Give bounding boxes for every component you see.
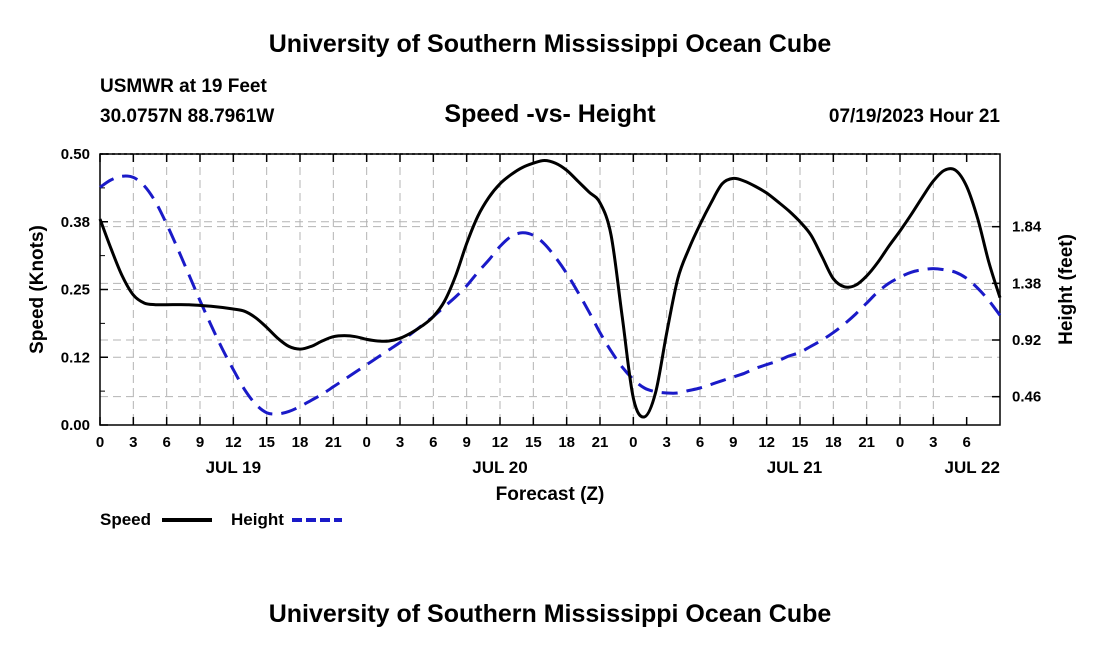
x-tick-label: 6: [962, 434, 970, 451]
right-y-axis-label: Height (feet): [1056, 234, 1077, 345]
chart-subtitle: Speed -vs- Height: [444, 100, 656, 128]
x-tick-label: 18: [558, 434, 575, 451]
day-label: JUL 19: [206, 458, 261, 477]
x-tick-label: 21: [858, 434, 875, 451]
legend: Speed Height: [100, 510, 342, 529]
x-tick-label: 0: [96, 434, 104, 451]
x-tick-labels: 0 3 6 9 12 15 18 21 0 3 6 9 12 15 18 21 0 3 6 9 12 15 18 21 0 3 6: [96, 434, 971, 451]
x-tick-label: 9: [729, 434, 737, 451]
x-tick-label: 0: [629, 434, 637, 451]
x-tick-label: 0: [362, 434, 370, 451]
x-tick-label: 6: [162, 434, 170, 451]
x-tick-label: 21: [325, 434, 342, 451]
x-axis-label: Forecast (Z): [496, 484, 605, 505]
x-tick-label: 6: [429, 434, 437, 451]
x-tick-label: 12: [225, 434, 242, 451]
x-tick-label: 18: [292, 434, 309, 451]
forecast-datetime: 07/19/2023 Hour 21: [828, 106, 1000, 127]
x-tick-label: 12: [492, 434, 509, 451]
speed-series-line: [98, 158, 1002, 419]
axis-ticks: [99, 153, 1000, 426]
legend-height-label: Height: [231, 510, 284, 529]
x-tick-label: 15: [792, 434, 809, 451]
x-tick-label: 15: [258, 434, 275, 451]
x-tick-label: 9: [462, 434, 470, 451]
right-y-tick-label: 0.46: [1012, 389, 1041, 406]
grid-lines: [100, 153, 1000, 425]
left-y-tick-labels: 0.00 0.12 0.25 0.38 0.50: [61, 146, 90, 434]
x-tick-label: 18: [825, 434, 842, 451]
day-label: JUL 20: [472, 458, 527, 477]
right-y-tick-label: 1.38: [1012, 275, 1041, 292]
x-tick-label: 0: [896, 434, 904, 451]
x-tick-label: 9: [196, 434, 204, 451]
right-y-tick-labels: 0.46 0.92 1.38 1.84: [1012, 219, 1042, 406]
day-labels: JUL 19 JUL 20 JUL 21 JUL 22: [206, 458, 1000, 477]
x-tick-label: 15: [525, 434, 542, 451]
x-tick-label: 21: [592, 434, 609, 451]
x-tick-label: 3: [129, 434, 137, 451]
left-y-tick-label: 0.38: [61, 214, 90, 231]
day-label: JUL 22: [944, 458, 999, 477]
x-tick-label: 3: [662, 434, 670, 451]
legend-speed-label: Speed: [100, 510, 151, 529]
left-y-tick-label: 0.25: [61, 282, 90, 299]
x-tick-label: 3: [396, 434, 404, 451]
day-label: JUL 21: [767, 458, 822, 477]
station-label: USMWR at 19 Feet: [100, 76, 267, 97]
x-tick-label: 3: [929, 434, 937, 451]
left-y-tick-label: 0.00: [61, 417, 90, 434]
right-y-tick-label: 0.92: [1012, 332, 1041, 349]
x-tick-label: 12: [758, 434, 775, 451]
left-y-tick-label: 0.50: [61, 146, 90, 163]
main-title: University of Southern Mississippi Ocean…: [268, 30, 832, 58]
height-series-line: [99, 174, 1002, 416]
footer-title: University of Southern Mississippi Ocean…: [268, 600, 832, 628]
left-y-axis-label: Speed (Knots): [27, 225, 48, 354]
x-tick-label: 6: [696, 434, 704, 451]
right-y-tick-label: 1.84: [1012, 219, 1042, 236]
station-coordinates: 30.0757N 88.7961W: [100, 106, 275, 127]
left-y-tick-label: 0.12: [61, 349, 90, 366]
